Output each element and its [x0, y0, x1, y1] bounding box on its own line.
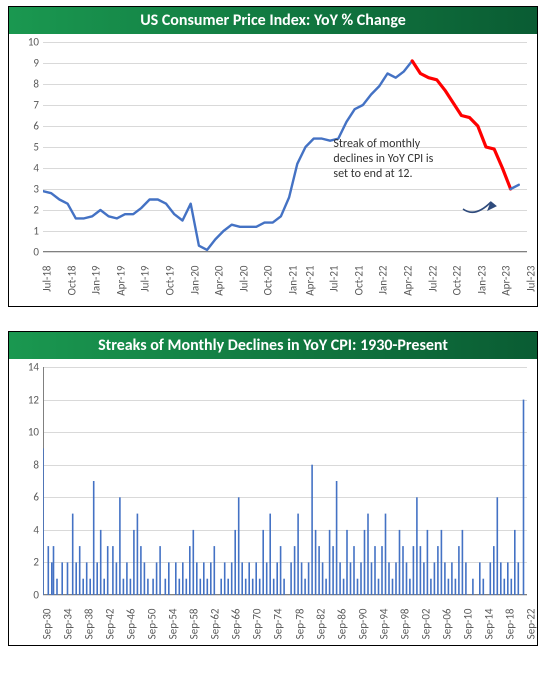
chart2-xtick: Sep-02 [419, 609, 432, 640]
chart1-ytick: 5 [15, 141, 39, 154]
chart1-xtick: Jan-19 [90, 266, 103, 295]
chart2-xtick: Sep-94 [377, 609, 390, 640]
chart1-xtick: Oct-18 [65, 266, 78, 296]
chart2-xtick: Sep-30 [41, 609, 54, 640]
chart1-xtick: Jul-21 [328, 266, 341, 292]
chart1-xtick: Oct-22 [451, 266, 464, 296]
chart2-xtick: Sep-62 [209, 609, 222, 640]
chart1-ytick: 9 [15, 57, 39, 70]
chart2-xtick: Sep-22 [525, 609, 538, 640]
chart2-ytick: 12 [15, 393, 39, 406]
chart1-xtick: Jul-19 [139, 266, 152, 292]
chart1-xtick: Jan-23 [475, 266, 488, 295]
chart2-xtick: Sep-74 [272, 609, 285, 640]
chart2-xtick: Sep-54 [167, 609, 180, 640]
chart1-xtick: Oct-19 [164, 266, 177, 296]
chart1-xtick: Apr-23 [500, 266, 513, 296]
chart2-xtick: Sep-70 [251, 609, 264, 640]
chart1-ytick: 2 [15, 204, 39, 217]
chart2-ytick: 14 [15, 361, 39, 374]
chart1-xtick: Jan-22 [377, 266, 390, 295]
chart2-ytick: 4 [15, 523, 39, 536]
chart2-xtick: Sep-42 [104, 609, 117, 640]
chart1-xtick: Apr-22 [401, 266, 414, 296]
chart2-ytick: 10 [15, 426, 39, 439]
chart2-ytick: 0 [15, 589, 39, 602]
chart2-xtick: Sep-90 [356, 609, 369, 640]
chart1-xtick: Apr-19 [114, 266, 127, 296]
chart1-ytick: 7 [15, 99, 39, 112]
chart2-ytick: 6 [15, 491, 39, 504]
chart2-xtick: Sep-86 [335, 609, 348, 640]
chart1-svg [43, 42, 527, 252]
chart1-title: US Consumer Price Index: YoY % Change [9, 7, 537, 34]
chart2-xtick: Sep-10 [461, 609, 474, 640]
chart2-svg [43, 367, 527, 595]
chart1-ytick: 3 [15, 183, 39, 196]
chart2-xtick: Sep-38 [83, 609, 96, 640]
chart1-xtick: Apr-20 [213, 266, 226, 296]
chart1-xtick: Oct-21 [352, 266, 365, 296]
chart2-xtick: Sep-14 [482, 609, 495, 640]
chart1-xtick: Oct-20 [262, 266, 275, 296]
chart1-xtick: Jan-20 [188, 266, 201, 295]
chart2-xtick: Sep-58 [188, 609, 201, 640]
chart2-xtick: Sep-78 [293, 609, 306, 640]
streaks-chart: Streaks of Monthly Declines in YoY CPI: … [8, 331, 538, 646]
chart1-x-axis-labels: Jul-18 Oct-18 Jan-19 Apr-19 Jul-19 Oct-19 Jan-… [43, 256, 527, 306]
chart1-ytick: 4 [15, 162, 39, 175]
chart2-title: Streaks of Monthly Declines in YoY CPI: … [9, 332, 537, 359]
chart2-xtick: Sep-50 [146, 609, 159, 640]
chart1-ytick: 0 [15, 246, 39, 259]
chart2-plot-area: 0 2 4 6 8 10 12 14 [9, 359, 537, 599]
chart1-xtick: Apr-21 [303, 266, 316, 296]
chart1-xtick: Jul-22 [426, 266, 439, 292]
chart2-xtick: Sep-82 [314, 609, 327, 640]
chart1-xtick: Jan-21 [287, 266, 300, 295]
chart2-xtick: Sep-66 [230, 609, 243, 640]
chart2-xtick: Sep-06 [440, 609, 453, 640]
chart2-xtick: Sep-34 [62, 609, 75, 640]
chart1-ytick: 10 [15, 36, 39, 49]
chart2-xtick: Sep-18 [503, 609, 516, 640]
chart1-xtick: Jul-23 [525, 266, 538, 292]
chart1-xtick: Jul-20 [237, 266, 250, 292]
chart1-ytick: 1 [15, 225, 39, 238]
chart1-annotation: Streak of monthlydeclines in YoY CPI iss… [333, 137, 433, 182]
chart1-plot-area: 0 1 2 3 4 5 6 7 8 9 10 Streak of monthlydeclines in… [9, 34, 537, 256]
chart2-xtick: Sep-98 [398, 609, 411, 640]
chart1-xtick: Jul-18 [41, 266, 54, 292]
cpi-yoy-chart: US Consumer Price Index: YoY % Change 0 1… [8, 6, 538, 307]
chart2-xtick: Sep-46 [125, 609, 138, 640]
chart2-plot: 02468101214 [43, 367, 527, 595]
chart1-ytick: 8 [15, 78, 39, 91]
chart2-ytick: 2 [15, 556, 39, 569]
chart1-ytick: 6 [15, 120, 39, 133]
chart2-x-axis-labels: Sep-30 Sep-34 Sep-38 Sep-42 Sep-46 Sep-50 Sep-… [43, 599, 527, 645]
chart1-plot: 012345678910Streak of monthlydeclines in… [43, 42, 527, 252]
chart2-ytick: 8 [15, 458, 39, 471]
